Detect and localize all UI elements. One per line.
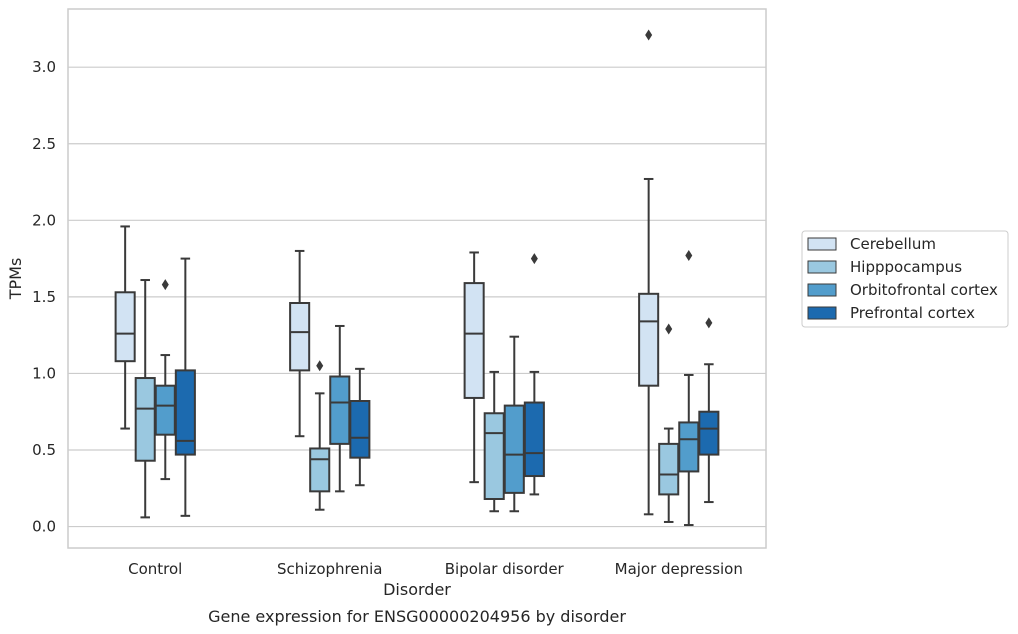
chart-caption: Gene expression for ENSG00000204956 by d… [208, 607, 626, 626]
y-axis-ticks: 0.0 0.5 1.0 1.5 2.0 2.5 3.0 [32, 58, 56, 535]
plot-frame [67, 8, 767, 549]
legend-label: Orbitofrontal cortex [850, 281, 998, 299]
y-tick-label: 0.0 [32, 518, 56, 536]
box-cerebellum [463, 251, 485, 484]
y-tick-label: 1.5 [32, 288, 56, 306]
legend-label: Prefrontal cortex [850, 304, 975, 322]
box-orbitofrontal-cortex [678, 250, 700, 527]
outlier-point [665, 323, 673, 335]
x-tick-label: Schizophrenia [277, 560, 382, 578]
box-prefrontal-cortex [349, 367, 371, 487]
outlier-point [161, 279, 169, 291]
x-tick-label: Major depression [615, 560, 743, 578]
outlier-point [530, 253, 538, 265]
box-prefrontal-cortex [174, 257, 196, 517]
outlier-point [316, 360, 324, 372]
box-prefrontal-cortex [523, 253, 545, 496]
box-hipppocampus [309, 360, 331, 511]
box-cerebellum [638, 29, 660, 516]
box-iqr [309, 447, 331, 493]
box-cerebellum [289, 249, 311, 438]
x-axis-ticks: Control Schizophrenia Bipolar disorder Majo… [128, 560, 743, 578]
legend-label: Hipppocampus [850, 258, 962, 276]
box-iqr [349, 400, 371, 459]
box-orbitofrontal-cortex [329, 324, 351, 493]
box-iqr [658, 442, 680, 496]
x-axis-label: Disorder [383, 580, 451, 599]
box-orbitofrontal-cortex [154, 279, 176, 481]
legend: Cerebellum Hipppocampus Orbitofrontal cort… [801, 230, 1009, 328]
y-tick-label: 3.0 [32, 58, 56, 76]
box-cerebellum [114, 225, 136, 430]
box-iqr [289, 302, 311, 372]
legend-label: Cerebellum [850, 235, 936, 253]
outlier-point [645, 29, 653, 41]
box-iqr [698, 410, 720, 456]
box-iqr [154, 384, 176, 436]
legend-swatch [807, 306, 837, 320]
box-iqr [329, 375, 351, 445]
x-tick-label: Bipolar disorder [445, 560, 565, 578]
box-hipppocampus [134, 279, 156, 519]
outlier-point [705, 317, 713, 329]
box-iqr [463, 282, 485, 399]
box-iqr [134, 377, 156, 462]
box-hipppocampus [483, 370, 505, 513]
box-iqr [523, 401, 545, 478]
y-tick-label: 2.0 [32, 211, 56, 229]
box-iqr [503, 404, 525, 494]
box-hipppocampus [658, 323, 680, 523]
box-orbitofrontal-cortex [503, 335, 525, 513]
box-plot-area [114, 29, 720, 527]
y-tick-label: 2.5 [32, 135, 56, 153]
box-iqr [678, 421, 700, 473]
legend-swatch [807, 237, 837, 251]
y-tick-label: 0.5 [32, 441, 56, 459]
x-tick-label: Control [128, 560, 182, 578]
box-iqr [174, 369, 196, 456]
y-axis-label: TPMs [6, 258, 25, 301]
box-iqr [638, 292, 660, 387]
y-tick-label: 1.0 [32, 364, 56, 382]
box-prefrontal-cortex [698, 317, 720, 504]
box-iqr [483, 412, 505, 500]
legend-swatch [807, 260, 837, 274]
box-iqr [114, 291, 136, 363]
legend-frame [801, 230, 1009, 328]
legend-swatch [807, 283, 837, 297]
outlier-point [685, 250, 693, 262]
